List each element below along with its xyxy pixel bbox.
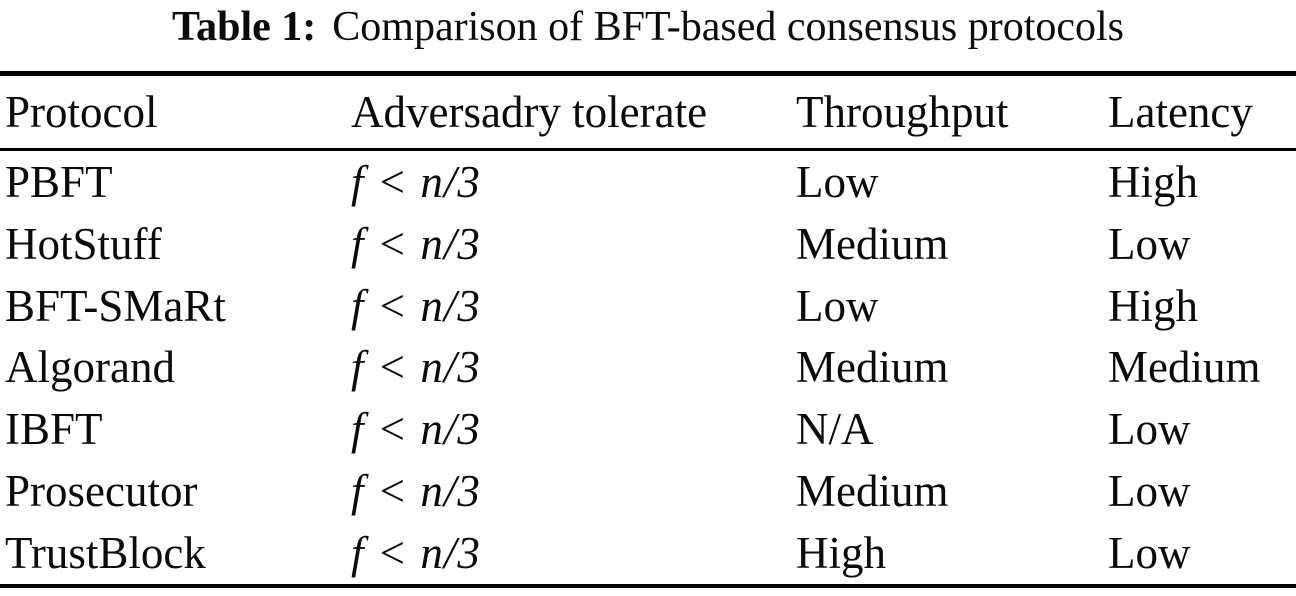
adversary-cell: f < n/3	[351, 528, 481, 579]
column-header-latency: Latency	[1108, 87, 1253, 137]
protocol-cell: TrustBlock	[5, 528, 206, 579]
table-caption-text: Comparison of BFT-based consensus protoc…	[332, 4, 1125, 50]
throughput-cell: Low	[796, 156, 879, 207]
adversary-cell: f < n/3	[351, 156, 481, 207]
table-body: PBFT f < n/3 Low High HotStuff f < n/3 M…	[0, 151, 1296, 584]
latency-cell: Low	[1108, 466, 1191, 517]
throughput-cell: Medium	[796, 466, 949, 517]
throughput-cell: N/A	[796, 404, 874, 455]
table-row: TrustBlock f < n/3 High Low	[0, 522, 1296, 584]
column-header-adversary: Adversadry tolerate	[351, 87, 708, 137]
table-header-row: Protocol Adversadry tolerate Throughput …	[0, 76, 1296, 148]
throughput-cell: Medium	[796, 218, 949, 269]
protocol-cell: IBFT	[5, 404, 103, 455]
adversary-cell: f < n/3	[351, 218, 481, 269]
latency-cell: High	[1108, 156, 1198, 207]
adversary-cell: f < n/3	[351, 280, 481, 331]
latency-cell: Low	[1108, 218, 1191, 269]
latency-cell: Low	[1108, 528, 1191, 579]
adversary-cell: f < n/3	[351, 404, 481, 455]
protocol-cell: PBFT	[5, 156, 113, 207]
throughput-cell: Low	[796, 280, 879, 331]
top-rule	[0, 71, 1296, 76]
table-caption: Table 1: Comparison of BFT-based consensu…	[0, 1, 1296, 53]
throughput-cell: High	[796, 528, 886, 579]
protocol-cell: Algorand	[5, 342, 175, 393]
table-row: PBFT f < n/3 Low High	[0, 151, 1296, 213]
table-row: BFT-SMaRt f < n/3 Low High	[0, 275, 1296, 337]
header-rule	[0, 148, 1296, 151]
table-row: Algorand f < n/3 Medium Medium	[0, 337, 1296, 399]
latency-cell: Medium	[1108, 342, 1261, 393]
adversary-cell: f < n/3	[351, 342, 481, 393]
column-header-throughput: Throughput	[796, 87, 1009, 137]
adversary-cell: f < n/3	[351, 466, 481, 517]
latency-cell: Low	[1108, 404, 1191, 455]
throughput-cell: Medium	[796, 342, 949, 393]
latency-cell: High	[1108, 280, 1198, 331]
table-row: HotStuff f < n/3 Medium Low	[0, 213, 1296, 275]
table-row: IBFT f < n/3 N/A Low	[0, 398, 1296, 460]
protocol-cell: HotStuff	[5, 218, 162, 269]
column-header-protocol: Protocol	[5, 87, 158, 137]
protocol-cell: BFT-SMaRt	[5, 280, 226, 331]
table-row: Prosecutor f < n/3 Medium Low	[0, 460, 1296, 522]
bottom-rule	[0, 584, 1296, 588]
table-caption-label: Table 1:	[171, 4, 317, 50]
protocol-cell: Prosecutor	[5, 466, 198, 517]
